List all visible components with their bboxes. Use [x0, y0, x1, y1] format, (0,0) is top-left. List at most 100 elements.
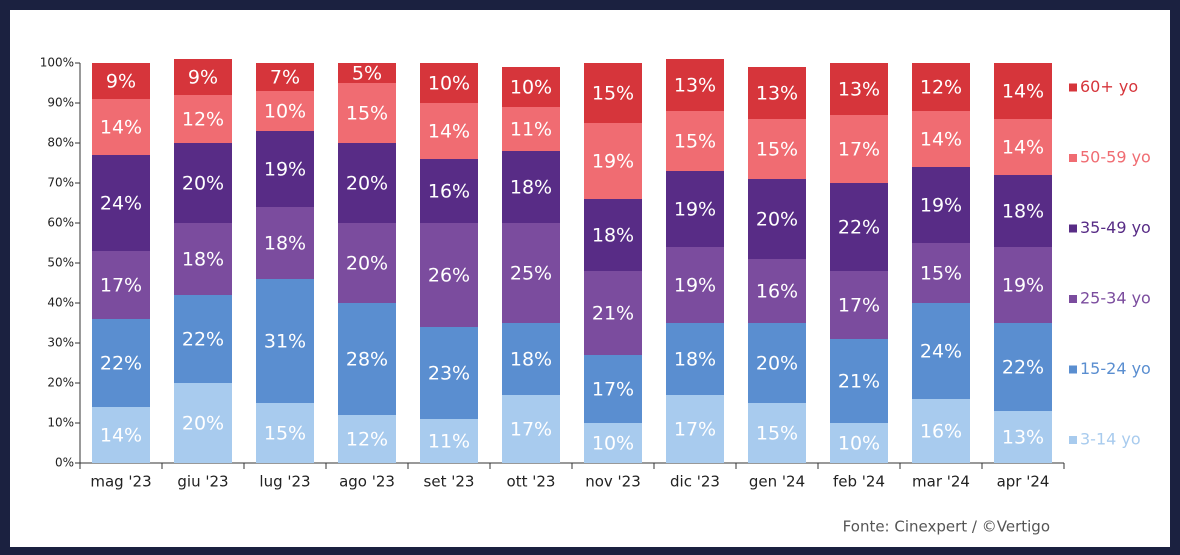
data-label: 17%	[674, 419, 716, 441]
legend-swatch	[1069, 154, 1077, 162]
data-label: 13%	[838, 79, 880, 101]
data-label: 15%	[756, 423, 798, 445]
data-label: 18%	[592, 225, 634, 247]
bar-segment	[256, 63, 314, 91]
bar-segment	[912, 303, 970, 399]
data-label: 20%	[346, 173, 388, 195]
data-label: 17%	[592, 379, 634, 401]
x-tick-label: mar '24	[912, 473, 970, 491]
bar-segment	[912, 399, 970, 463]
data-label: 12%	[920, 77, 962, 99]
y-tick-label: 90%	[47, 96, 74, 110]
bar-segment	[584, 423, 642, 463]
bar-segment	[256, 91, 314, 131]
bar-segment	[420, 223, 478, 327]
bar-segment	[912, 111, 970, 167]
bar-segment	[748, 403, 806, 463]
bar-segment	[994, 119, 1052, 175]
bar-segment	[994, 411, 1052, 463]
data-label: 17%	[510, 419, 552, 441]
bar-segment	[256, 207, 314, 279]
data-label: 20%	[756, 353, 798, 375]
data-label: 19%	[264, 159, 306, 181]
data-label: 13%	[1002, 427, 1044, 449]
bar-segment	[584, 271, 642, 355]
data-label: 20%	[182, 413, 224, 435]
data-label: 13%	[674, 75, 716, 97]
data-label: 14%	[428, 121, 470, 143]
legend-label: 25-34 yo	[1080, 289, 1151, 308]
x-tick-label: mag '23	[90, 473, 151, 491]
legend-swatch	[1069, 295, 1077, 303]
legend-label: 3-14 yo	[1080, 430, 1141, 449]
bar-segment	[92, 155, 150, 251]
y-tick-label: 100%	[40, 56, 74, 70]
data-label: 16%	[756, 281, 798, 303]
data-label: 22%	[100, 353, 142, 375]
x-tick-label: apr '24	[997, 473, 1050, 491]
data-label: 20%	[346, 253, 388, 275]
bar-segment	[174, 59, 232, 95]
data-label: 12%	[346, 429, 388, 451]
data-label: 14%	[1002, 137, 1044, 159]
bar-segment	[502, 151, 560, 223]
y-tick-label: 60%	[47, 216, 74, 230]
x-tick-label: feb '24	[833, 473, 885, 491]
source: Fonte: Cinexpert / ©Vertigo	[843, 518, 1050, 536]
bar-segment	[502, 223, 560, 323]
bar-segment	[584, 63, 642, 123]
x-tick-label: ago '23	[339, 473, 395, 491]
data-label: 18%	[510, 349, 552, 371]
data-label: 14%	[100, 425, 142, 447]
bar-segment	[174, 295, 232, 383]
bar-segment	[994, 323, 1052, 411]
legend-swatch	[1069, 83, 1077, 92]
data-label: 15%	[346, 103, 388, 125]
bar-segment	[420, 159, 478, 223]
y-tick-label: 0%	[55, 456, 74, 470]
bar-segment	[830, 339, 888, 423]
bar-segment	[748, 67, 806, 119]
data-label: 28%	[346, 349, 388, 371]
data-label: 9%	[106, 71, 136, 93]
bar-segment	[830, 183, 888, 271]
data-label: 16%	[428, 181, 470, 203]
bar-segment	[174, 223, 232, 295]
data-label: 15%	[592, 83, 634, 105]
data-label: 10%	[592, 433, 634, 455]
data-label: 15%	[920, 263, 962, 285]
data-label: 10%	[428, 73, 470, 95]
data-label: 17%	[100, 275, 142, 297]
bar-segment	[912, 167, 970, 243]
data-label: 15%	[264, 423, 306, 445]
data-label: 14%	[1002, 81, 1044, 103]
legend-swatch	[1069, 365, 1077, 374]
bar-segment	[420, 419, 478, 463]
legend-label: 15-24 yo	[1080, 359, 1151, 378]
bar-segment	[256, 131, 314, 207]
data-label: 18%	[182, 249, 224, 271]
data-label: 14%	[100, 117, 142, 139]
bar-segment	[338, 83, 396, 143]
bar-segment	[420, 103, 478, 159]
bar-segment	[666, 171, 724, 247]
bar-segment	[338, 415, 396, 463]
bar-segment	[584, 123, 642, 199]
bar-segment	[92, 319, 150, 407]
data-label: 18%	[674, 349, 716, 371]
bar-segment	[666, 59, 724, 111]
bar-segment	[748, 179, 806, 259]
bar-segment	[830, 423, 888, 463]
data-label: 21%	[838, 371, 880, 393]
data-label: 20%	[756, 209, 798, 231]
bar-segment	[92, 407, 150, 463]
bar-segment	[748, 259, 806, 323]
x-tick-label: set '23	[424, 473, 475, 491]
x-tick-label: dic '23	[670, 473, 720, 491]
bar-segment	[502, 107, 560, 151]
bar-segment	[174, 95, 232, 143]
bar-segment	[256, 403, 314, 463]
data-label: 22%	[838, 217, 880, 239]
bar-segment	[666, 111, 724, 171]
